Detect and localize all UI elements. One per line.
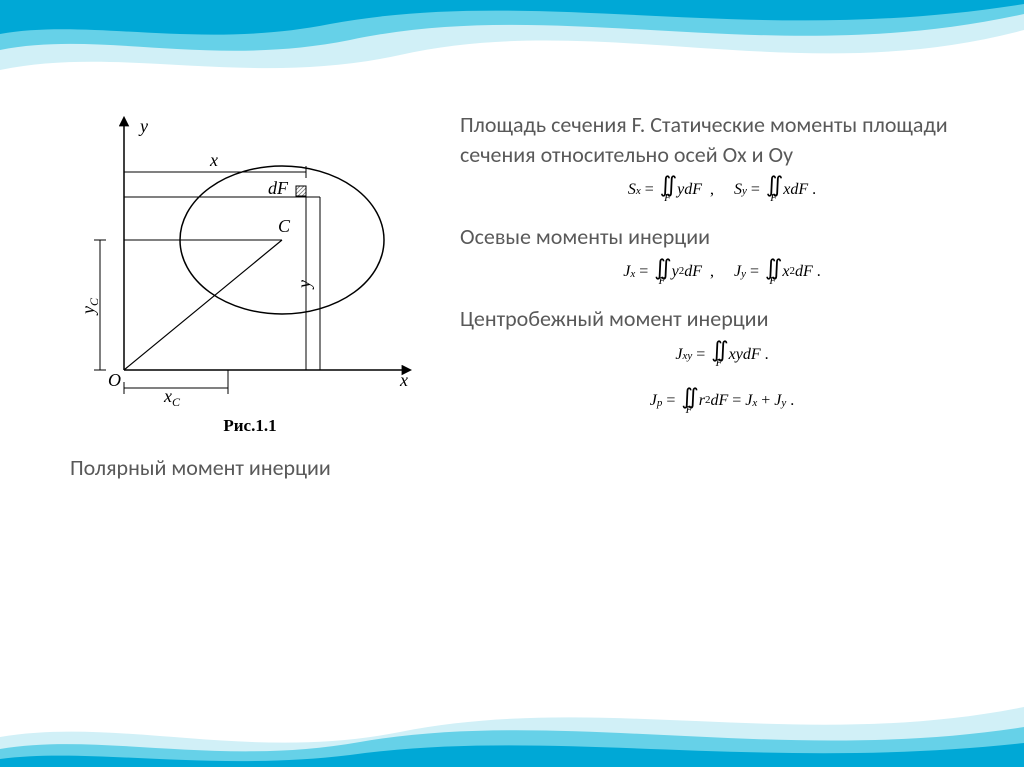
figure-caption: Рис.1.1: [60, 416, 440, 436]
section-diagram: y x O x dF C y xC yC: [60, 110, 400, 410]
wave-bottom-decoration: [0, 677, 1024, 767]
diagram-origin-label: O: [108, 370, 121, 390]
polar-moment-label: Полярный момент инерции: [70, 454, 440, 481]
diagram-y-axis-label: y: [138, 116, 148, 136]
diagram-x-dim-label: x: [209, 150, 218, 170]
diagram-yc-label: yC: [78, 297, 101, 316]
formula-static-moments: Sx = ∬F ydF , Sy = ∬F xdF .: [460, 175, 984, 204]
diagram-y-right-label: y: [294, 280, 314, 290]
slide-content: y x O x dF C y xC yC Рис.1.1 Полярный мо…: [0, 0, 1024, 481]
diagram-x-axis-label: x: [399, 370, 408, 390]
right-column: Площадь сечения F. Статические моменты п…: [440, 110, 984, 481]
paragraph-axial-moments: Осевые моменты инерции: [460, 222, 984, 252]
diagram-dF-label: dF: [268, 178, 289, 198]
paragraph-centrifugal-moment: Центробежный момент инерции: [460, 304, 984, 334]
formula-centrifugal-moment: Jxy = ∬F xydF .: [460, 340, 984, 369]
left-column: y x O x dF C y xC yC Рис.1.1 Полярный мо…: [60, 110, 440, 481]
formula-polar-moment: Jp = ∬F r2dF = Jx + Jy .: [460, 387, 984, 416]
diagram-xc-label: xC: [163, 386, 181, 409]
formula-axial-moments: Jx = ∬F y2dF , Jy = ∬F x2dF .: [460, 258, 984, 287]
diagram-C-label: C: [278, 216, 291, 236]
paragraph-static-moments: Площадь сечения F. Статические моменты п…: [460, 110, 984, 169]
